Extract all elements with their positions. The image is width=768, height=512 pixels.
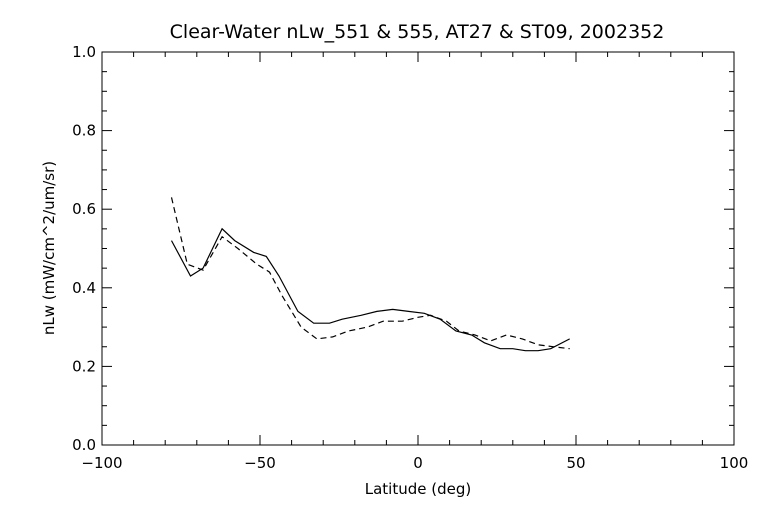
y-tick-label: 0.4 bbox=[72, 279, 96, 297]
series-layer bbox=[170, 197, 570, 352]
series-line-solid bbox=[170, 227, 570, 352]
y-tick-label: 0.0 bbox=[72, 436, 96, 454]
x-tick-label: 100 bbox=[720, 454, 749, 472]
y-tick-label: 0.6 bbox=[72, 200, 96, 218]
x-axis: −100 −50 0 50 100 bbox=[81, 52, 748, 472]
plot-frame bbox=[101, 51, 735, 446]
x-tick-label: −100 bbox=[81, 454, 122, 472]
y-tick-label: 1.0 bbox=[72, 43, 96, 61]
y-tick-label: 0.2 bbox=[72, 357, 96, 375]
x-tick-label: 50 bbox=[566, 454, 585, 472]
y-axis: 0.0 0.2 0.4 0.6 0.8 1.0 bbox=[72, 43, 734, 454]
y-tick-label: 0.8 bbox=[72, 122, 96, 140]
x-tick-label: 0 bbox=[413, 454, 423, 472]
series-line-dashed bbox=[170, 197, 570, 350]
y-axis-label: nLw (mW/cm^2/um/sr) bbox=[40, 161, 58, 335]
x-tick-label: −50 bbox=[244, 454, 276, 472]
chart-title: Clear-Water nLw_551 & 555, AT27 & ST09, … bbox=[170, 21, 665, 43]
x-axis-label: Latitude (deg) bbox=[365, 480, 471, 498]
